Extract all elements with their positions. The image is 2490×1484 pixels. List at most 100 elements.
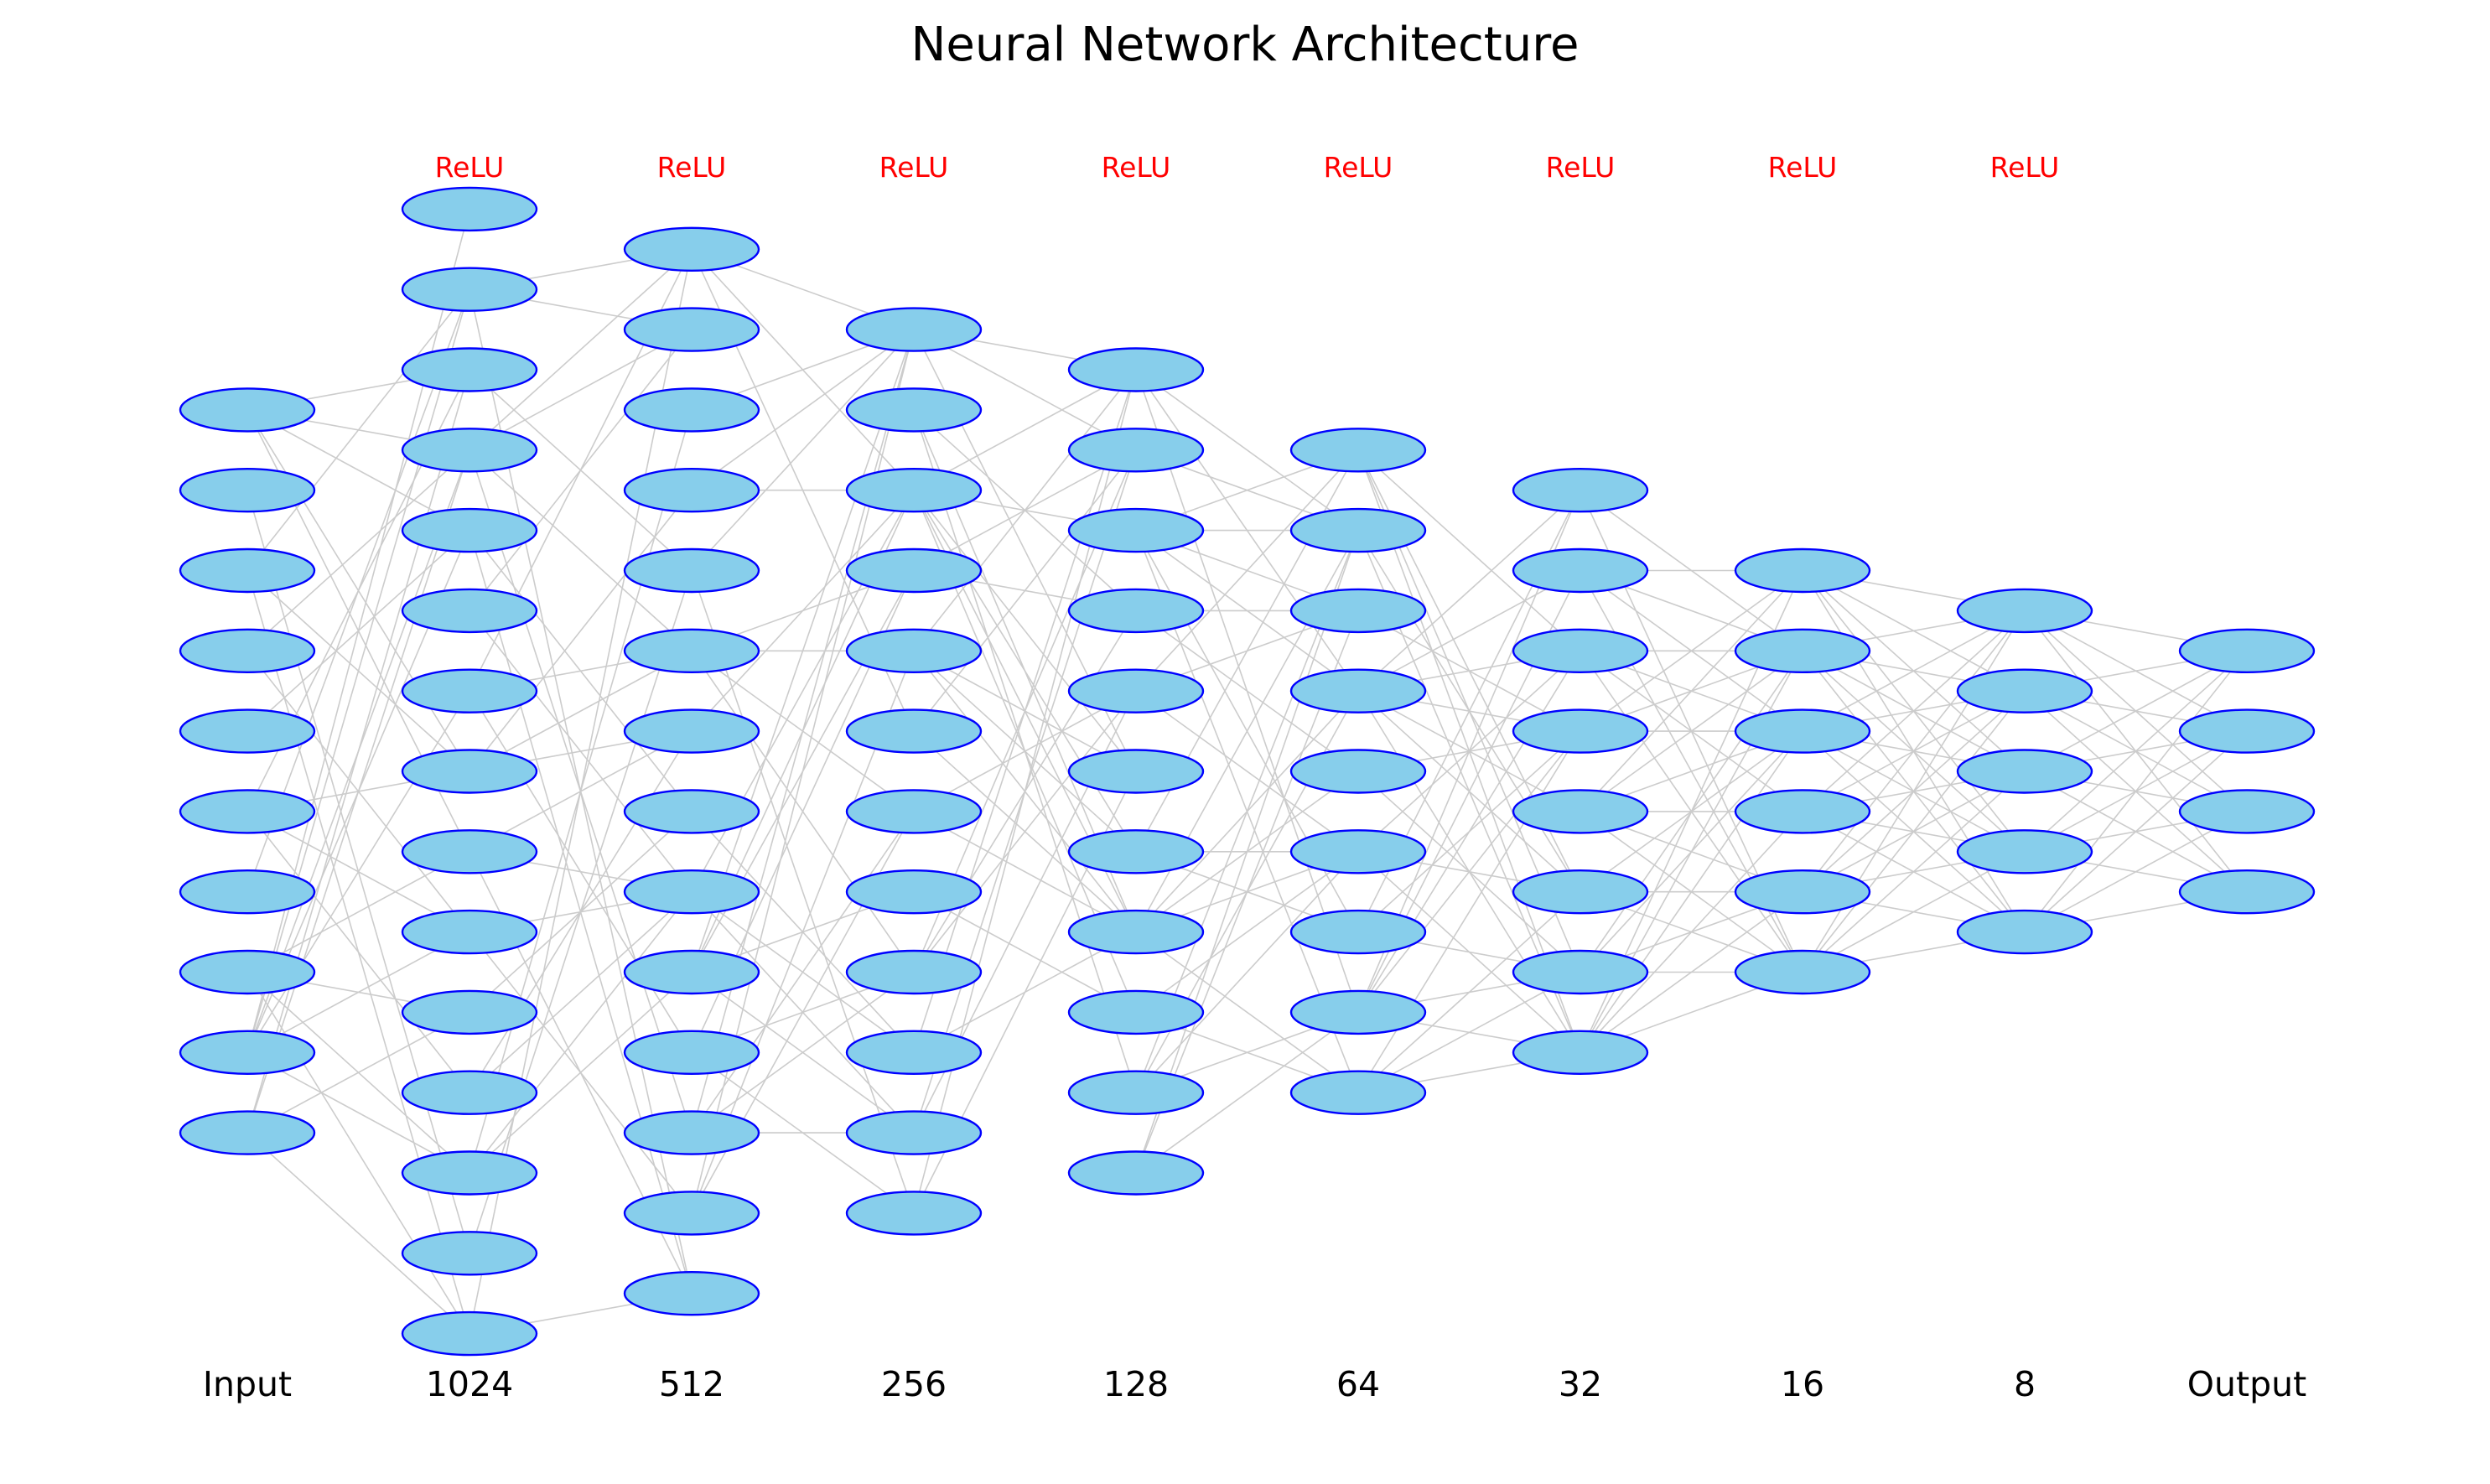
neuron-node [179, 628, 316, 673]
connection-line [1357, 851, 1581, 1053]
neuron-node [1512, 1030, 1649, 1076]
neuron-node [1067, 829, 1205, 874]
neuron-node [1956, 749, 2093, 794]
neuron-node [1734, 789, 1871, 834]
connections [246, 209, 2248, 1335]
activation-label: ReLU [657, 151, 727, 184]
layer-label: 64 [1336, 1364, 1380, 1404]
neuron-node [179, 1110, 316, 1155]
neuron-node [623, 869, 760, 915]
connection-line [469, 690, 693, 1053]
neuron-node [1512, 547, 1649, 594]
neuron-node [1289, 989, 1427, 1035]
neuron-node [1289, 428, 1427, 473]
neuron-node [2178, 869, 2316, 915]
connection-line [691, 650, 915, 812]
connection-line [469, 530, 693, 812]
connection-line [246, 569, 470, 772]
neuron-node [179, 468, 316, 513]
activation-label: ReLU [879, 151, 949, 184]
neuron-node [623, 1110, 760, 1155]
diagram-title: Neural Network Architecture [911, 18, 1580, 72]
activation-label: ReLU [1546, 151, 1616, 184]
neuron-node [845, 1191, 983, 1236]
neuron-node [845, 307, 983, 352]
neuron-node [1734, 547, 1871, 594]
connection-line [691, 490, 915, 893]
neuron-node [2178, 789, 2316, 834]
connection-line [913, 890, 1137, 1014]
connection-line [913, 490, 1137, 772]
neuron-node [1067, 347, 1205, 392]
connection-line [1802, 811, 2026, 933]
neuron-node [179, 387, 316, 433]
neuron-node [1067, 989, 1205, 1035]
neuron-node [1512, 708, 1649, 754]
layer-label: 32 [1559, 1364, 1602, 1404]
neuron-node [1289, 829, 1427, 874]
connection-line [913, 369, 1137, 1214]
connection-line [1135, 369, 1359, 1013]
neuron-node [1512, 789, 1649, 834]
connection-line [246, 811, 470, 1093]
neuron-node [2178, 628, 2316, 673]
connection-line [469, 249, 693, 1334]
neuron-node [179, 708, 316, 754]
connection-line [1580, 650, 1803, 812]
connection-line [469, 891, 693, 1174]
connection-line [2024, 650, 2248, 772]
layer-label: 256 [881, 1364, 947, 1404]
neuron-node [1067, 668, 1205, 713]
neuron-node [1512, 869, 1649, 915]
layer-label: 1024 [426, 1364, 513, 1404]
connection-line [913, 329, 1137, 451]
neuron-node [1067, 909, 1205, 955]
connection-line [1357, 971, 1581, 1093]
neuron-node [1956, 829, 2093, 874]
neuron-node [1289, 909, 1427, 955]
connection-line [1357, 569, 1581, 692]
neuron-node [2178, 708, 2316, 754]
connection-line [1580, 569, 1803, 732]
connection-line [246, 851, 470, 973]
neuron-node [179, 547, 316, 594]
connection-line [469, 490, 693, 772]
connection-line [1580, 730, 1803, 893]
connection-line [246, 409, 470, 532]
connection-line [1357, 490, 1581, 692]
neuron-node [845, 628, 983, 673]
neuron-node [623, 628, 760, 673]
connection-line [691, 329, 915, 1214]
connection-line [913, 811, 1137, 933]
connection-line [246, 1051, 470, 1174]
connection-line [1135, 369, 1359, 692]
connection-line [246, 369, 470, 1134]
neuron-node [1067, 749, 1205, 794]
connection-line [1802, 650, 2026, 933]
neuron-node [845, 1030, 983, 1076]
connection-line [246, 690, 470, 1053]
neuron-node [623, 789, 760, 834]
connection-line [1580, 570, 1803, 973]
neuron-node [1289, 588, 1427, 634]
neuron-node [179, 949, 316, 995]
activation-label: ReLU [1990, 151, 2060, 184]
connection-line [469, 449, 693, 651]
connection-line [1135, 690, 1359, 1093]
neuron-node [623, 708, 760, 754]
activation-label: ReLU [1768, 151, 1838, 184]
connection-line [1802, 690, 2026, 973]
neuron-node [623, 1030, 760, 1076]
neuron-node [401, 668, 538, 713]
connection-line [1135, 851, 1359, 1093]
neuron-node [845, 547, 983, 594]
neuron-node [623, 307, 760, 352]
layer-label: 16 [1781, 1364, 1824, 1404]
neuron-node [623, 547, 760, 594]
connection-line [691, 971, 915, 1134]
neuron-node [1956, 588, 2093, 634]
connection-line [913, 369, 1137, 491]
neurons [179, 186, 2316, 1357]
neuron-node [401, 1150, 538, 1196]
neuron-node [623, 1191, 760, 1236]
